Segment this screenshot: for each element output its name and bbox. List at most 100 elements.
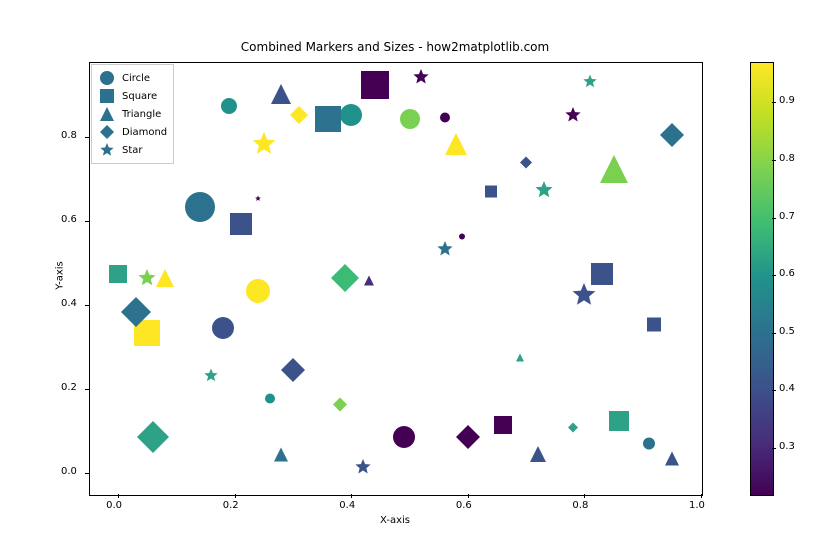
colorbar-tick-label: 0.8 (779, 153, 795, 164)
triangle-icon (98, 107, 116, 121)
data-point-square (109, 265, 127, 287)
data-point-square (361, 71, 389, 103)
data-point-circle (643, 434, 655, 453)
y-tick (85, 305, 89, 306)
x-tick-label: 0.8 (572, 500, 588, 511)
colorbar-tick (772, 218, 776, 219)
data-point-diamond (137, 421, 169, 457)
legend-label: Triangle (122, 109, 161, 120)
chart-title: Combined Markers and Sizes - how2matplot… (89, 40, 701, 54)
y-tick (85, 137, 89, 138)
data-point-star (204, 367, 218, 386)
data-point-circle (212, 317, 234, 343)
square-icon (98, 89, 116, 103)
data-point-square (485, 183, 497, 202)
data-point-circle (459, 224, 465, 243)
data-point-diamond (333, 396, 347, 415)
x-tick (701, 494, 702, 498)
data-point-triangle (600, 155, 628, 187)
y-tick-label: 0.0 (61, 466, 77, 477)
data-point-triangle (516, 346, 524, 365)
colorbar-tick-label: 0.9 (779, 95, 795, 106)
data-point-star (413, 69, 429, 89)
x-tick (468, 494, 469, 498)
x-tick-label: 0.4 (339, 500, 355, 511)
y-tick (85, 389, 89, 390)
data-point-star (565, 107, 581, 127)
y-tick (85, 221, 89, 222)
circle-icon (98, 71, 116, 85)
colorbar-tick (772, 333, 776, 334)
data-point-triangle (530, 446, 546, 466)
data-point-star (355, 459, 371, 479)
x-tick (584, 494, 585, 498)
legend-item-diamond: Diamond (98, 123, 167, 141)
data-point-triangle (274, 447, 288, 466)
data-point-diamond (520, 153, 532, 172)
colorbar-tick-label: 0.6 (779, 268, 795, 279)
x-tick-label: 0.6 (456, 500, 472, 511)
figure: Combined Markers and Sizes - how2matplot… (0, 0, 840, 560)
x-tick-label: 0.0 (106, 500, 122, 511)
data-point-star (572, 283, 596, 311)
legend-item-triangle: Triangle (98, 105, 167, 123)
y-tick (85, 473, 89, 474)
y-axis-label: Y-axis (55, 246, 66, 306)
data-point-triangle (156, 269, 174, 291)
data-point-circle (340, 104, 362, 130)
legend: Circle Square Triangle Diamond Star (91, 64, 174, 164)
data-point-square (494, 416, 512, 438)
y-tick-label: 0.4 (61, 298, 77, 309)
x-tick (118, 494, 119, 498)
legend-label: Circle (122, 73, 150, 84)
data-point-star (583, 73, 597, 92)
data-point-circle (440, 107, 450, 126)
data-point-circle (221, 98, 237, 118)
colorbar-tick (772, 275, 776, 276)
data-point-star (255, 187, 261, 206)
colorbar-tick-label: 0.3 (779, 441, 795, 452)
data-point-square (609, 411, 629, 435)
data-point-circle (393, 426, 415, 452)
data-point-triangle (271, 84, 291, 108)
legend-item-circle: Circle (98, 69, 167, 87)
diamond-icon (98, 125, 116, 139)
colorbar-tick (772, 390, 776, 391)
data-point-star (437, 241, 453, 261)
colorbar-tick-label: 0.7 (779, 211, 795, 222)
legend-label: Square (122, 91, 157, 102)
colorbar (750, 62, 774, 496)
data-point-star (252, 132, 276, 160)
data-point-triangle (364, 271, 374, 290)
legend-label: Diamond (122, 127, 167, 138)
legend-item-star: Star (98, 141, 167, 159)
x-tick (235, 494, 236, 498)
data-point-circle (185, 192, 215, 226)
colorbar-tick (772, 102, 776, 103)
data-point-diamond (290, 106, 308, 128)
data-point-square (647, 317, 661, 336)
y-tick-label: 0.6 (61, 214, 77, 225)
data-point-diamond (331, 264, 359, 296)
data-point-diamond (121, 297, 151, 331)
x-tick (351, 494, 352, 498)
x-axis-label: X-axis (89, 515, 701, 526)
colorbar-tick-label: 0.5 (779, 326, 795, 337)
data-point-triangle (665, 451, 679, 470)
star-icon (98, 143, 116, 157)
y-tick-label: 0.2 (61, 382, 77, 393)
data-point-square (315, 106, 341, 136)
data-point-diamond (281, 358, 305, 386)
data-point-triangle (445, 133, 467, 159)
data-point-square (230, 213, 252, 239)
data-point-circle (265, 388, 275, 407)
colorbar-tick-label: 0.4 (779, 383, 795, 394)
data-point-star (535, 181, 553, 203)
legend-label: Star (122, 145, 143, 156)
x-tick-label: 0.2 (223, 500, 239, 511)
data-point-star (138, 269, 156, 291)
colorbar-tick (772, 448, 776, 449)
data-point-circle (246, 279, 270, 307)
y-tick-label: 0.8 (61, 130, 77, 141)
x-tick-label: 1.0 (689, 500, 705, 511)
